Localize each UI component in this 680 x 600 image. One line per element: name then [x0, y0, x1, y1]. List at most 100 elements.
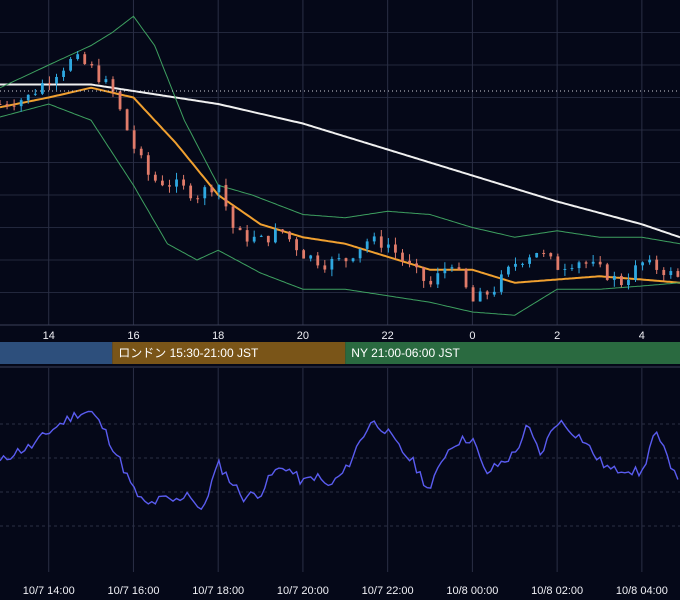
candle-body [26, 94, 30, 101]
indicator-time-tick-label: 10/7 18:00 [192, 585, 244, 597]
session-bar: ロンドン 15:30-21:00 JST NY 21:00-06:00 JST [0, 342, 680, 364]
candle-body [422, 267, 426, 281]
candle-body [591, 261, 595, 264]
candle-body [5, 104, 9, 106]
candle-body [492, 291, 496, 295]
candle-body [344, 258, 348, 262]
candle-body [605, 264, 609, 280]
candle-body [295, 239, 298, 251]
candle-body [175, 179, 178, 187]
candle-body [330, 258, 334, 270]
candle-body [408, 260, 411, 264]
candle-body [464, 269, 468, 288]
candle-body [139, 148, 143, 156]
candle-body [153, 174, 157, 181]
candle-body [634, 265, 637, 281]
candle-body [471, 287, 475, 302]
candle-body [0, 104, 2, 105]
price-time-tick-label: 22 [382, 330, 394, 342]
candle-body [111, 79, 115, 92]
price-panel[interactable] [0, 0, 680, 325]
indicator-time-tick-label: 10/8 00:00 [446, 585, 498, 597]
price-grid [0, 0, 680, 325]
candle-body [485, 291, 489, 295]
candle-body [316, 255, 320, 266]
candle-body [224, 184, 228, 207]
candle-body [514, 263, 517, 267]
candle-body [619, 275, 623, 286]
candle-body [358, 248, 362, 259]
candle-body [40, 83, 44, 94]
candle-body [238, 227, 242, 231]
candle-body [372, 236, 376, 242]
candle-body [97, 65, 101, 83]
candle-body [48, 83, 51, 85]
price-time-tick-label: 2 [554, 330, 560, 342]
indicator-time-tick-label: 10/7 20:00 [277, 585, 329, 597]
candle-body [337, 258, 341, 260]
candle-body [231, 206, 235, 228]
candle-body [76, 54, 80, 59]
candle-body [132, 130, 136, 149]
indicator-time-axis: 10/7 14:00 10/7 16:00 10/7 18:00 10/7 20:00… [23, 585, 668, 597]
session-block [345, 342, 680, 364]
candle-body [478, 291, 482, 302]
session-block [0, 342, 113, 364]
price-time-tick-label: 16 [127, 330, 139, 342]
price-time-tick-label: 18 [212, 330, 224, 342]
candle-body [415, 263, 419, 268]
indicator-time-tick-label: 10/8 04:00 [616, 585, 668, 597]
candle-body [549, 253, 553, 257]
candle-body [210, 187, 214, 193]
candle-body [598, 261, 602, 265]
candle-body [288, 231, 291, 240]
candle-body [429, 280, 433, 285]
candle-body [168, 185, 171, 187]
price-time-tick-label: 4 [639, 330, 645, 342]
candle-body [450, 267, 454, 269]
candle-body [457, 267, 461, 270]
candle-body [281, 229, 284, 232]
candle-body [542, 252, 546, 254]
session-block [112, 342, 346, 364]
candle-body [662, 269, 666, 276]
candle-body [379, 236, 383, 248]
candle-body [33, 93, 37, 95]
candle-body [252, 236, 256, 242]
bollinger-lower-line [0, 103, 680, 316]
candle-body [394, 244, 397, 253]
candle-body [189, 185, 193, 199]
candle-body [401, 252, 404, 261]
candle-body [302, 250, 306, 259]
candle-body [125, 109, 129, 131]
candle-body [90, 63, 94, 66]
candle-body [669, 271, 673, 276]
session-label: ロンドン 15:30-21:00 JST [118, 346, 259, 360]
candle-body [69, 58, 73, 71]
price-time-tick-label: 0 [469, 330, 475, 342]
candle-body [521, 263, 524, 265]
candle-body [676, 271, 680, 277]
bollinger-upper-line [0, 15, 680, 245]
candle-body [528, 257, 531, 264]
candle-body [556, 256, 560, 270]
indicator-panel[interactable] [0, 368, 680, 572]
candle-body [203, 187, 207, 199]
candle-body [570, 268, 574, 270]
candle-body [436, 273, 440, 285]
indicator-time-tick-label: 10/7 22:00 [362, 585, 414, 597]
indicator-grid [0, 368, 680, 572]
candle-body [365, 241, 369, 249]
candle-body [259, 235, 263, 237]
candle-body [507, 266, 510, 275]
candle-body [323, 265, 327, 270]
candle-body [182, 179, 185, 186]
candle-body [577, 262, 581, 269]
candle-body [584, 262, 588, 264]
candle-body [386, 244, 390, 248]
candle-body [196, 198, 200, 200]
indicator-time-tick-label: 10/7 16:00 [107, 585, 159, 597]
candle-body [309, 255, 313, 259]
